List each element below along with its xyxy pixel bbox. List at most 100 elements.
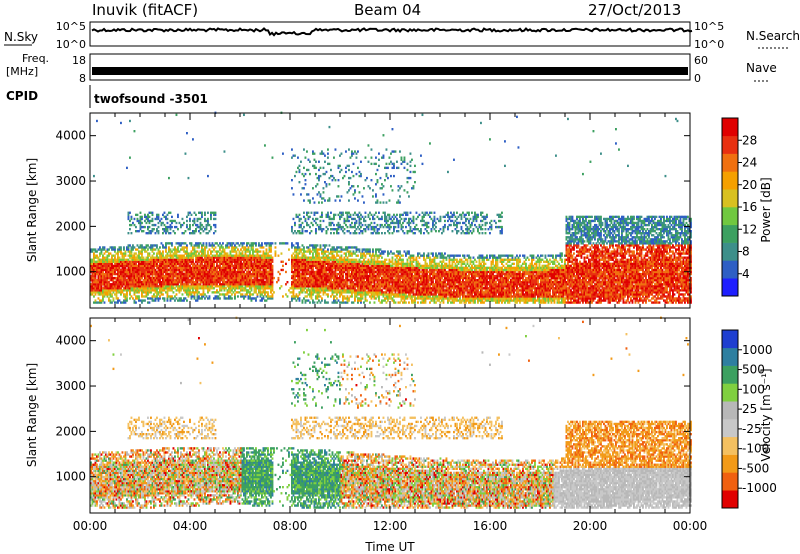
heatmap-cell [268,254,271,257]
heatmap-cell [109,262,112,266]
heatmap-cell [172,256,175,259]
heatmap-cell [165,248,167,251]
heatmap-cell [256,264,259,268]
freq-unit: [MHz] [6,65,38,78]
heatmap-cell [183,258,185,261]
heatmap-cell [97,266,100,270]
heatmap-cell [291,287,293,290]
heatmap-cell [378,211,380,214]
heatmap-cell [319,166,322,170]
heatmap-cell [162,252,164,255]
heatmap-cell [120,246,122,249]
heatmap-cell [193,264,196,268]
heatmap-cell [169,242,172,245]
heatmap-cell [210,244,212,247]
heatmap-cell [114,268,116,272]
heatmap-cell [375,162,377,166]
heatmap-cell [364,179,367,182]
heatmap-cell [352,250,355,253]
heatmap-cell [198,266,200,270]
heatmap-cell [180,248,182,251]
heatmap-cell [166,230,169,233]
heatmap-cell [243,283,245,286]
heatmap-cell [331,252,334,255]
heatmap-cell [246,260,248,263]
heatmap-cell [130,252,133,255]
heatmap-cell [136,219,139,223]
heatmap-cell [186,289,188,292]
heatmap-cell [238,268,241,272]
heatmap-cell [90,274,92,278]
heatmap-cell [219,272,221,276]
nsky-trace [91,27,693,37]
heatmap-cell [217,272,220,276]
heatmap-cell [129,119,131,123]
heatmap-cell [375,195,377,198]
heatmap-cell [375,193,377,196]
heatmap-cell [252,274,254,278]
heatmap-cell [159,266,161,270]
heatmap-cell [147,287,149,290]
heatmap-cell [189,217,191,221]
heatmap-cell [192,219,194,223]
heatmap-cell [100,264,103,268]
heatmap-cell [127,211,130,214]
heatmap-cell [123,301,125,304]
heatmap-cell [138,262,140,266]
heatmap-cell [160,221,163,225]
heatmap-cell [133,252,136,255]
heatmap-cell [199,242,202,245]
heatmap-cell [91,285,94,288]
heatmap-cell [195,223,197,227]
heatmap-cell [303,187,305,190]
heatmap-cell [133,291,136,294]
freq-left-tick-top: 18 [72,54,86,67]
heatmap-cell [306,230,308,233]
heatmap-cell [174,295,176,298]
heatmap-cell [198,279,200,282]
heatmap-cell [129,291,131,294]
heatmap-cell [268,256,271,259]
heatmap-cell [292,289,295,292]
nsky-right-tick-top: 10^5 [694,20,724,33]
heatmap-cell [169,252,172,255]
heatmap-cell [226,281,229,284]
heatmap-cell [250,297,253,300]
heatmap-cell [354,223,356,227]
heatmap-cell [193,295,196,298]
heatmap-cell [172,248,175,251]
heatmap-cell [258,266,260,270]
heatmap-cell [343,228,346,231]
heatmap-cell [199,225,202,229]
heatmap-cell [118,291,121,294]
heatmap-cell [139,262,142,266]
heatmap-cell [357,213,359,217]
heatmap-cell [162,289,164,292]
heatmap-cell [127,274,130,278]
heatmap-cell [124,299,127,302]
heatmap-cell [186,270,188,274]
heatmap-cell [204,211,206,214]
heatmap-cell [190,266,193,270]
heatmap-cell [265,258,268,261]
heatmap-cell [211,281,214,284]
heatmap-cell [372,232,374,235]
heatmap-cell [294,262,296,266]
heatmap-cell [208,260,211,263]
heatmap-cell [252,262,254,266]
heatmap-cell [154,287,157,290]
heatmap-cell [171,272,173,276]
heatmap-cell [100,279,103,282]
heatmap-cell [205,266,208,270]
heatmap-cell [265,276,268,280]
heatmap-cell [250,281,253,284]
heatmap-cell [348,189,350,192]
heatmap-cell [225,272,227,276]
heatmap-cell [154,217,157,221]
heatmap-cell [145,279,148,282]
heatmap-cell [228,279,230,282]
heatmap-cell [268,287,271,290]
heatmap-cell [349,232,352,235]
heatmap-cell [171,274,173,278]
